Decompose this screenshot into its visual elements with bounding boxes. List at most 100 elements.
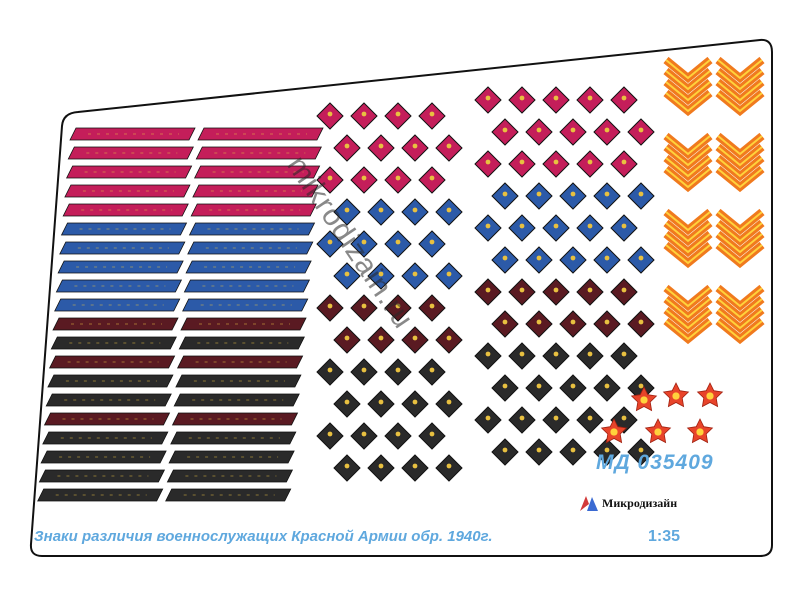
tab-emblem <box>395 431 401 437</box>
tab-emblem <box>621 415 627 421</box>
tab-emblem <box>429 431 435 437</box>
tab-emblem <box>570 447 576 453</box>
collar-stripe <box>193 165 321 179</box>
tab-emblem <box>412 207 418 213</box>
tab-emblem <box>446 335 452 341</box>
tab-emblem <box>429 111 435 117</box>
tab-emblem <box>412 399 418 405</box>
tab-emblem <box>536 127 542 133</box>
tab-emblem <box>429 367 435 373</box>
tab-emblem <box>361 111 367 117</box>
tab-emblem <box>519 223 525 229</box>
tab-emblem <box>378 335 384 341</box>
tab-emblem <box>587 223 593 229</box>
collar-stripe <box>38 469 166 483</box>
chevron-stripe <box>717 59 763 80</box>
tab-emblem <box>412 271 418 277</box>
collar-stripe <box>60 222 188 236</box>
collar-stripe <box>183 279 311 293</box>
tab-emblem <box>502 447 508 453</box>
chevron-stripe <box>665 70 711 91</box>
collar-stripe <box>188 222 316 236</box>
tab-emblem <box>553 351 559 357</box>
red-stars-group <box>600 382 724 444</box>
collar-stripe <box>48 355 176 369</box>
tab-emblem <box>395 367 401 373</box>
tab-emblem <box>502 255 508 261</box>
hammer-sickle-icon <box>610 428 618 436</box>
tab-emblem <box>621 223 627 229</box>
tab-emblem <box>502 319 508 325</box>
tab-emblem <box>446 271 452 277</box>
collar-stripe <box>187 241 314 255</box>
collar-stripe <box>59 241 186 255</box>
tab-emblem <box>502 127 508 133</box>
tab-emblem <box>621 159 627 165</box>
hammer-sickle-icon <box>706 392 714 400</box>
collar-stripe <box>37 488 164 502</box>
tab-emblem <box>395 239 401 245</box>
collar-stripe <box>67 146 194 160</box>
chevron-stripe <box>717 222 763 243</box>
hammer-sickle-icon <box>696 428 704 436</box>
tab-emblem <box>412 463 418 469</box>
tab-emblem <box>378 399 384 405</box>
collar-stripe <box>171 412 299 426</box>
tab-emblem <box>604 319 610 325</box>
tab-emblem <box>621 287 627 293</box>
tab-emblem <box>361 175 367 181</box>
chevron-stripe <box>717 233 763 254</box>
tab-emblem <box>485 95 491 101</box>
tab-emblem <box>412 335 418 341</box>
tab-emblem <box>638 255 644 261</box>
tab-emblem <box>327 303 333 309</box>
brand-block: Микродизайн <box>578 494 677 512</box>
scale-label: 1:35 <box>648 528 681 545</box>
collar-stripes-group <box>37 127 324 502</box>
tab-emblem <box>604 447 610 453</box>
chevron-stripe <box>665 320 711 341</box>
collar-stripe <box>176 355 304 369</box>
tab-emblem <box>587 415 593 421</box>
tab-emblem <box>378 463 384 469</box>
tab-emblem <box>570 319 576 325</box>
tab-emblem <box>485 351 491 357</box>
tab-emblem <box>604 191 610 197</box>
tab-emblem <box>429 239 435 245</box>
tab-emblem <box>519 95 525 101</box>
tab-emblem <box>361 431 367 437</box>
tab-emblem <box>621 95 627 101</box>
tab-emblem <box>446 399 452 405</box>
collar-stripe <box>182 298 309 312</box>
tab-emblem <box>604 255 610 261</box>
collar-stripe <box>197 127 324 141</box>
chevron-stripe <box>717 298 763 319</box>
chevron-stripe <box>665 298 711 319</box>
collar-stripe <box>170 431 297 445</box>
tab-emblem <box>361 239 367 245</box>
collar-stripe <box>47 374 174 388</box>
tab-emblem <box>638 127 644 133</box>
tab-emblem <box>502 383 508 389</box>
hammer-sickle-icon <box>640 396 648 404</box>
tab-emblem <box>485 415 491 421</box>
tab-emblem <box>485 159 491 165</box>
collar-stripe <box>69 127 196 141</box>
collar-stripe <box>50 336 177 350</box>
tab-emblem <box>395 175 401 181</box>
tab-emblem <box>570 191 576 197</box>
tab-emblem <box>587 351 593 357</box>
chevron-stripe <box>717 168 763 189</box>
tab-emblem <box>361 367 367 373</box>
chevron-stripe <box>717 320 763 341</box>
collar-stripe <box>195 146 322 160</box>
tab-emblem <box>570 255 576 261</box>
chevron-stripe <box>665 244 711 265</box>
tab-emblem <box>519 159 525 165</box>
tab-emblem <box>604 383 610 389</box>
tab-emblem <box>344 207 350 213</box>
chevron-stripe <box>717 92 763 113</box>
collar-stripe <box>190 203 317 217</box>
tab-emblem <box>327 111 333 117</box>
chevron-stripe <box>717 135 763 156</box>
